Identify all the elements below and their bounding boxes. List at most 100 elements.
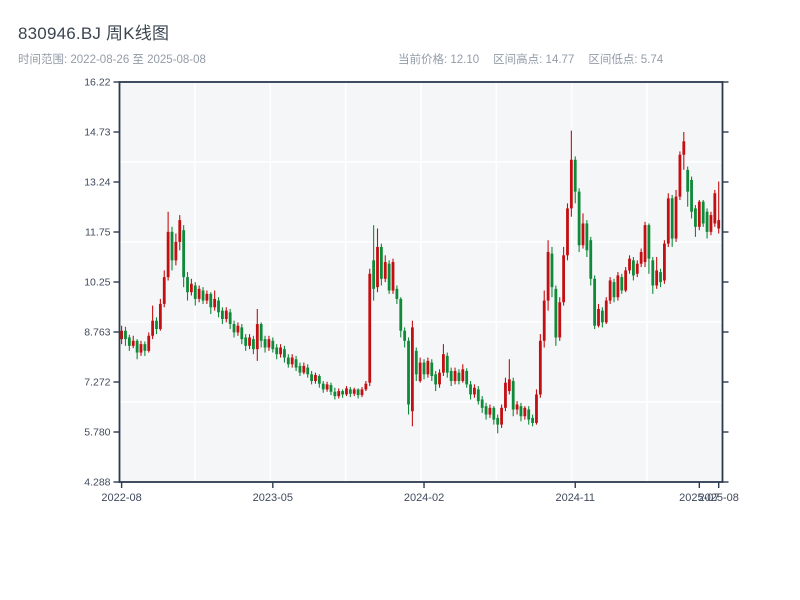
candle [372,225,376,301]
candle [158,298,162,331]
candle [197,285,201,303]
candle [279,344,282,358]
candle [189,278,193,296]
candle [643,221,647,268]
candle [527,406,531,425]
candle [352,387,356,397]
candle [507,359,511,395]
candle [255,308,259,361]
candle [476,386,480,405]
candle [368,268,372,387]
candle [151,305,155,340]
candle [453,367,457,385]
candle [635,260,639,278]
candle [445,352,449,378]
candle [573,156,577,204]
candle [558,297,562,341]
candle [577,188,581,252]
candle [682,131,686,170]
candle [581,213,585,249]
candle [604,297,608,325]
y-tick-label: 8.763 [84,327,110,339]
price-stats: 当前价格: 12.10 区间高点: 14.77 区间低点: 5.74 [398,51,663,67]
candle [418,357,422,383]
candle [461,364,465,383]
candle [321,381,325,393]
candle [391,258,395,294]
candle [286,354,290,368]
candle [236,322,240,336]
candle [585,220,589,257]
x-tick-label: 2024-02 [404,492,444,504]
candle [290,354,294,368]
candle [224,307,228,323]
grid-lines [119,82,723,482]
candle [612,278,616,303]
x-tick-label: 2025-08 [699,492,739,504]
candle [221,307,224,325]
x-tick-label: 2024-11 [555,492,595,504]
candle [484,402,488,420]
candle [170,226,174,271]
candle [244,334,248,351]
candle [511,377,515,417]
candle [701,200,705,227]
candle [314,372,317,384]
candle [449,367,453,387]
candle [232,320,236,338]
x-tick-label: 2022-08 [101,492,141,504]
candle [713,189,717,227]
candle [690,176,693,219]
candle [492,406,496,425]
candle [383,255,387,283]
range-low-stat: 区间低点: 5.74 [588,54,664,66]
candle [329,382,333,396]
candle [317,374,321,388]
candle [538,334,542,398]
candle [399,297,403,338]
candle [593,275,597,330]
candle [143,341,147,356]
candle [554,285,558,346]
candle [135,339,139,360]
candle [263,335,267,353]
y-tick-label: 4.288 [84,477,110,489]
candle [670,194,674,247]
candle [395,285,399,304]
candle [620,273,624,294]
candle [542,290,546,348]
candle [240,324,244,345]
candle [655,256,659,289]
candles-group [120,130,721,434]
candle [178,215,182,251]
candle [473,384,476,398]
candle [422,359,426,380]
candle [674,189,678,242]
candle [535,389,538,425]
x-tick-label: 2025-07 [679,492,719,504]
y-tick-label: 11.75 [85,227,111,239]
candle [717,181,721,234]
candle [248,334,251,350]
x-tick-label: 2023-05 [253,492,293,504]
candle [267,335,271,351]
candle [302,362,306,375]
candle [407,337,410,415]
candle [647,223,651,274]
candle [651,256,655,294]
candle [569,130,573,217]
y-tick-label: 5.780 [84,427,110,439]
y-tick-label: 7.272 [84,377,110,389]
candle [252,335,255,355]
candle [465,368,469,388]
candle [616,272,620,301]
candle [209,292,213,314]
y-tick-label: 16.22 [84,77,110,89]
candle [438,369,441,388]
candle [213,290,217,311]
candle [639,248,643,268]
candle [678,151,682,201]
candle [430,359,434,382]
